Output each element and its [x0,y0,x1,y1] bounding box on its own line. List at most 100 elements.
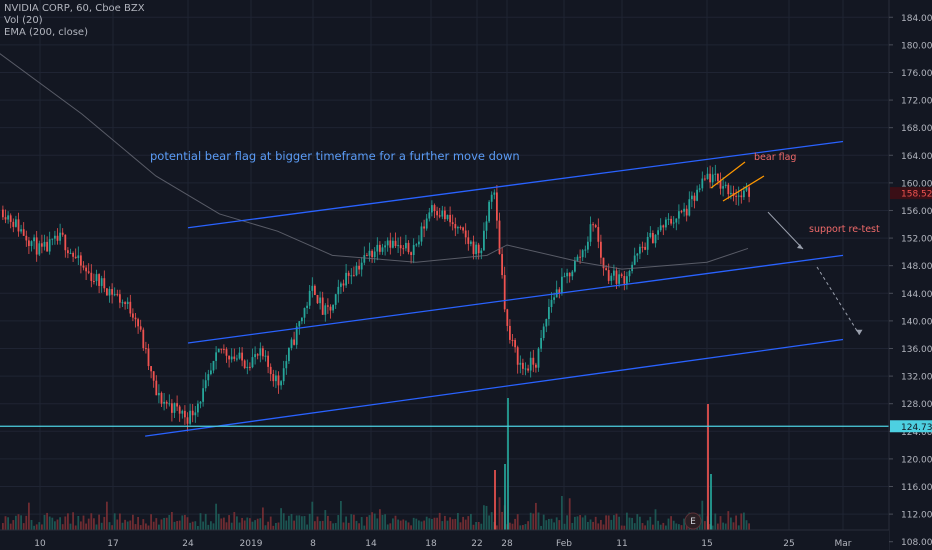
candle-body [93,281,95,283]
volume-bar [202,521,204,530]
time-tick-label: 22 [471,539,482,549]
volume-bar [727,511,730,530]
candle-body [267,355,269,367]
volume-bar [433,517,436,530]
candle-body [272,374,275,382]
candle-body [628,270,631,277]
candle-body [641,246,644,248]
volume-bar [745,520,748,530]
volume-bar [168,514,171,530]
time-axis[interactable]: 10 17 24 2019 8 14 18 22 28 Feb 11 15 25 Mar [0,529,889,550]
candle-body [46,241,48,252]
volume-bar [402,519,405,530]
overlays [0,53,889,437]
volume-bar [607,515,610,530]
volume-bar [389,523,392,530]
candle-body [145,348,147,350]
time-tick-label: 2019 [240,539,263,549]
support-level-badge [890,420,932,433]
volume-bar [207,524,210,530]
price-axis[interactable]: 108.00 112.00 116.00 120.00 124.00 128.00 132.… [888,0,932,550]
candle-body [358,265,360,270]
candle-body [459,227,462,229]
volume-bar [514,518,516,530]
candle-body [501,254,503,276]
volume-bar [470,513,472,530]
volume-bar [376,518,379,530]
volume-bar [181,515,184,530]
candle-body [657,230,659,235]
candle-body [171,403,173,413]
candle-body [20,229,22,232]
candle-body [709,173,711,183]
candle-body [80,255,82,266]
volume-bar [41,524,43,530]
candle-body [119,294,121,303]
candle-body [620,274,623,277]
candle-body [376,244,379,252]
volume-bar [568,498,571,530]
volume-bar [225,522,228,530]
candle-body [191,410,194,416]
volume-bar [340,501,342,530]
candle-body [483,230,485,251]
ema-indicator-label[interactable]: EMA (200, close) [4,27,88,38]
candle-body [670,218,672,224]
volume-bar [93,518,95,530]
candle-body [724,184,727,187]
volume-bar [64,516,67,530]
volume-bar [636,514,639,530]
candle-body [243,360,246,369]
candle-body [545,319,548,327]
volume-bar [303,516,306,530]
volume-bar [28,502,30,530]
time-tick-label: 8 [310,539,316,549]
volume-bar [67,513,69,530]
volume-bar [646,520,649,530]
volume-bar [106,501,108,530]
symbol-title[interactable]: NVIDIA CORP, 60, Cboe BZX [4,3,145,14]
candle-body [111,289,113,295]
candle-body [59,232,61,241]
volume-bar [730,517,732,530]
volume-bar [280,508,282,530]
candle-body [139,326,142,330]
volume-bar [529,512,532,530]
candle-body [280,381,282,386]
candle-body [230,356,233,360]
candle-body [384,245,386,248]
price-axis-background [889,0,932,550]
volume-bar [384,514,386,530]
volume-bar [160,519,163,530]
candle-body [311,285,314,291]
candle-body [449,214,451,223]
candle-body [691,195,693,200]
time-tick-label: 10 [34,539,46,549]
volume-bar [113,513,116,530]
candle-body [532,357,535,365]
volume-bar [405,520,407,530]
time-tick-label: 14 [365,539,377,549]
volume-bar [298,515,301,530]
annotation-main-text: potential bear flag at bigger timeframe … [150,149,520,163]
candle-body [249,366,251,368]
volume-bar [667,518,670,530]
candle-body [600,241,602,258]
volume-bar [129,520,132,530]
volume-indicator-label[interactable]: Vol (20) [4,15,43,26]
volume-bar [199,513,202,530]
candle-body [38,243,41,255]
volume-bar [46,512,48,530]
candle-body [506,309,509,326]
volume-bar [379,509,381,530]
candle-body [527,368,529,371]
candle-body [714,173,717,175]
candle-body [366,255,368,257]
candle-body [420,226,423,242]
volume-bar [371,512,373,530]
candle-body [683,208,685,212]
candle-body [129,301,132,314]
volume-bar [535,502,537,530]
candle-body [693,195,696,201]
